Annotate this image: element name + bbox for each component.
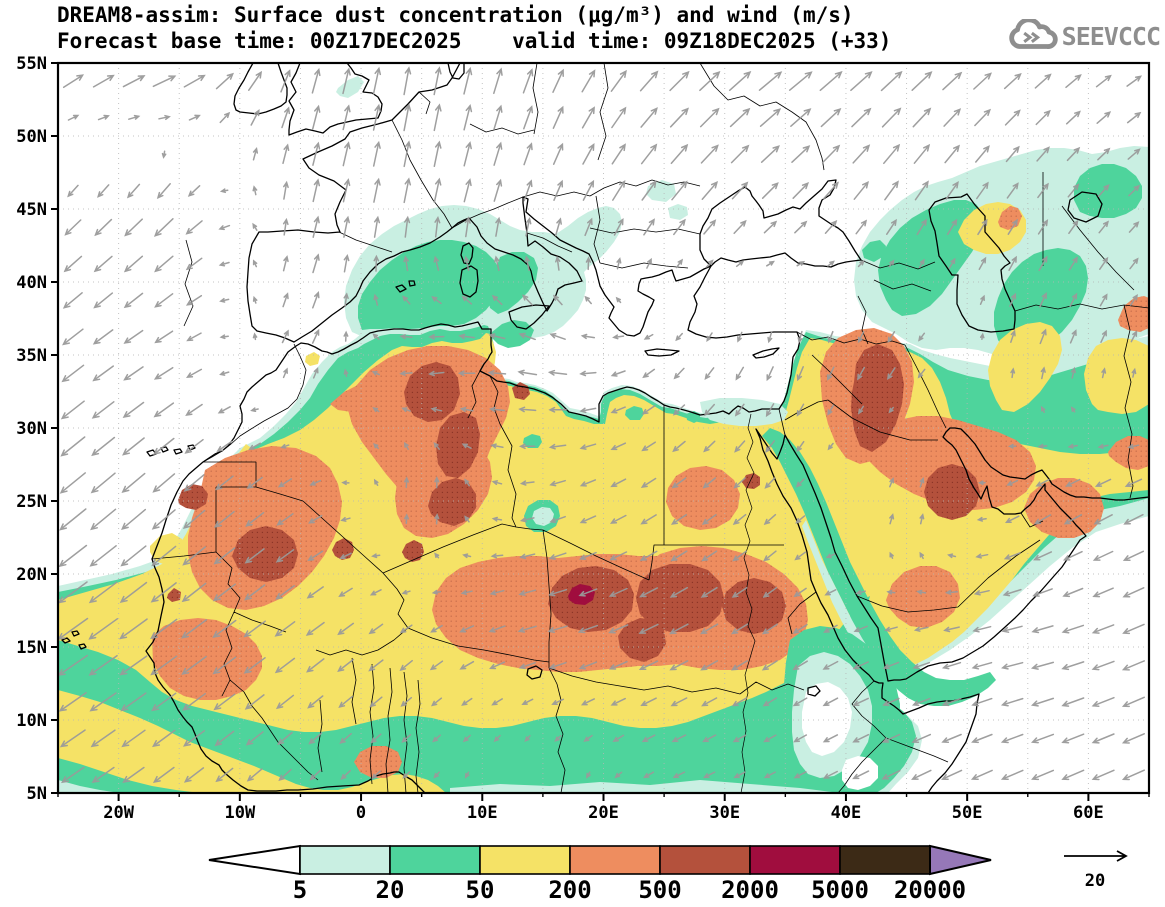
lon-label: 50E (952, 803, 983, 823)
lat-label: 15N (16, 638, 47, 658)
legend-value: 200 (548, 876, 591, 904)
lon-label: 20E (588, 803, 619, 823)
legend-cell (749, 845, 841, 875)
legend-colorbar: 5 20 50 200 500 2000 5000 20000 (208, 844, 992, 904)
river-nile (740, 413, 756, 793)
legend-value: 20 (376, 876, 405, 904)
graticule (58, 63, 1149, 793)
lat-label: 50N (16, 127, 47, 147)
lat-label: 25N (16, 492, 47, 512)
lat-label: 55N (16, 54, 47, 74)
lat-label: 5N (27, 784, 47, 804)
wind-ref-value: 20 (1085, 871, 1105, 891)
legend-cell (479, 845, 571, 875)
lat-label: 10N (16, 711, 47, 731)
country-borders (151, 63, 1149, 793)
wind-reference-arrow: 20 (1064, 850, 1128, 891)
legend-value: 50 (466, 876, 495, 904)
legend-value: 20000 (894, 876, 966, 904)
legend-value: 500 (638, 876, 681, 904)
legend-under-arrow (208, 844, 301, 876)
lon-label: 10E (467, 803, 498, 823)
legend-cell (659, 845, 751, 875)
seevccc-logo: SEEVCCC (1008, 14, 1161, 58)
legend-cell (299, 845, 391, 875)
lat-label: 20N (16, 565, 47, 585)
lon-label: 20W (103, 803, 134, 823)
legend-cell (839, 845, 931, 875)
lon-label: 60E (1073, 803, 1104, 823)
legend-value: 5000 (811, 876, 869, 904)
lon-label: 0 (356, 803, 366, 823)
lon-label: 40E (831, 803, 862, 823)
lat-label: 40N (16, 273, 47, 293)
lat-label: 45N (16, 200, 47, 220)
wind-arrows (58, 66, 1145, 784)
lon-label: 10W (224, 803, 255, 823)
cloud-icon (1009, 19, 1058, 49)
legend-value: 2000 (721, 876, 779, 904)
logo-text: SEEVCCC (1061, 21, 1161, 51)
legend-value: 5 (293, 876, 307, 904)
chart-title: DREAM8-assim: Surface dust concentration… (57, 3, 854, 27)
lat-label: 35N (16, 346, 47, 366)
legend-cell (389, 845, 481, 875)
map-inner (58, 63, 1149, 793)
legend-cell (569, 845, 661, 875)
lat-label: 30N (16, 419, 47, 439)
legend-over-arrow (929, 844, 992, 876)
lon-label: 30E (709, 803, 740, 823)
axis-labels: 55N 50N 45N 40N 35N 30N 25N 20N 15N 10N 5N 20W 10W 0 1… (16, 54, 1150, 823)
chart-subtitle-times: Forecast base time: 00Z17DEC2025 valid t… (57, 29, 892, 53)
